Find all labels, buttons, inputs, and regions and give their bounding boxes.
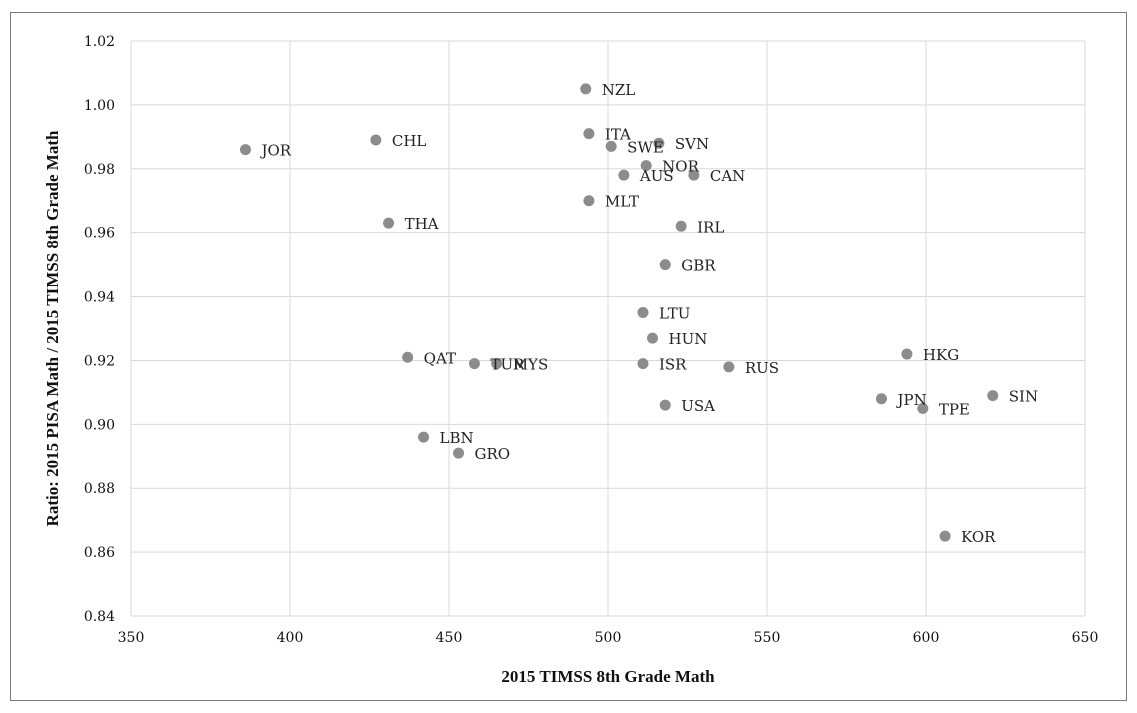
data-label-hkg: HKG	[923, 346, 959, 364]
data-point-swe	[605, 140, 617, 152]
x-tick-label: 400	[277, 630, 304, 646]
data-label-tur: TUR	[490, 356, 525, 374]
y-tick-label: 0.96	[84, 226, 115, 242]
data-point-tha	[383, 217, 395, 229]
data-point-lbn	[418, 431, 430, 443]
y-tick-label: 0.88	[84, 481, 115, 497]
data-label-mlt: MLT	[605, 193, 639, 211]
y-tick-label: 0.98	[84, 162, 115, 178]
data-label-rus: RUS	[745, 359, 779, 377]
data-label-jor: JOR	[259, 142, 291, 160]
x-tick-label: 600	[913, 630, 940, 646]
y-tick-label: 0.84	[84, 609, 115, 625]
data-points	[239, 83, 999, 542]
data-label-jpn: JPN	[895, 391, 926, 409]
data-point-irl	[675, 220, 687, 232]
data-point-aus	[618, 169, 630, 181]
data-point-qat	[402, 351, 414, 363]
data-label-lbn: LBN	[440, 429, 474, 447]
data-label-kor: KOR	[961, 528, 996, 546]
data-label-ita: ITA	[605, 126, 631, 144]
data-label-usa: USA	[681, 397, 715, 415]
data-point-hun	[647, 332, 659, 344]
x-tick-label: 650	[1072, 630, 1099, 646]
data-point-jpn	[875, 393, 887, 405]
x-axis-ticks: 350 400 450 500 550 600 650	[118, 630, 1099, 646]
data-point-gbr	[659, 259, 671, 271]
data-point-isr	[637, 358, 649, 370]
data-point-mlt	[583, 195, 595, 207]
data-point-chl	[370, 134, 382, 146]
data-label-tha: THA	[405, 215, 439, 233]
data-label-nor: NOR	[662, 158, 699, 176]
data-label-aus: AUS	[639, 167, 674, 185]
x-tick-label: 550	[754, 630, 781, 646]
data-point-can	[688, 169, 700, 181]
data-point-usa	[659, 399, 671, 411]
data-label-ltu: LTU	[659, 305, 690, 323]
data-label-nzl: NZL	[602, 81, 636, 99]
data-label-isr: ISR	[659, 356, 687, 374]
data-label-hun: HUN	[669, 330, 708, 348]
data-point-sin	[987, 390, 999, 402]
data-label-sin: SIN	[1009, 388, 1038, 406]
y-tick-label: 1.00	[84, 98, 115, 114]
x-tick-label: 350	[118, 630, 145, 646]
data-label-gbr: GBR	[681, 257, 716, 275]
chart-frame	[10, 12, 1127, 701]
data-label-qat: QAT	[424, 349, 456, 367]
y-tick-label: 0.86	[84, 545, 115, 561]
x-tick-label: 450	[436, 630, 463, 646]
data-label-gro: GRO	[475, 445, 511, 463]
data-point-ita	[583, 128, 595, 140]
y-tick-label: 0.90	[84, 417, 115, 433]
data-point-rus	[723, 361, 735, 373]
x-tick-label: 500	[595, 630, 622, 646]
data-label-chl: CHL	[392, 132, 427, 150]
data-point-mys	[491, 358, 503, 370]
y-axis-ticks: 0.84 0.86 0.88 0.90 0.92 0.94 0.96 0.98 1.00 1.02	[84, 34, 115, 625]
data-point-nzl	[580, 83, 592, 95]
data-point-kor	[939, 530, 951, 542]
y-tick-label: 0.94	[84, 290, 115, 306]
data-point-svn	[653, 137, 665, 149]
data-label-tpe: TPE	[939, 400, 970, 418]
data-point-jor	[239, 144, 251, 156]
data-point-gro	[453, 447, 465, 459]
y-axis-title: Ratio: 2015 PISA Math / 2015 TIMSS 8th G…	[43, 130, 62, 526]
y-tick-label: 0.92	[84, 353, 115, 369]
data-point-ltu	[637, 307, 649, 319]
data-label-can: CAN	[710, 167, 745, 185]
x-axis-title: 2015 TIMSS 8th Grade Math	[501, 667, 715, 686]
data-label-svn: SVN	[675, 135, 709, 153]
y-tick-label: 1.02	[84, 34, 115, 50]
data-label-mys: MYS	[513, 356, 549, 374]
data-point-nor	[640, 160, 652, 172]
grid-lines	[130, 40, 1086, 617]
data-label-irl: IRL	[697, 218, 724, 236]
data-label-swe: SWE	[627, 138, 664, 156]
data-point-tur	[468, 358, 480, 370]
data-point-tpe	[917, 402, 929, 414]
data-point-hkg	[901, 348, 913, 360]
